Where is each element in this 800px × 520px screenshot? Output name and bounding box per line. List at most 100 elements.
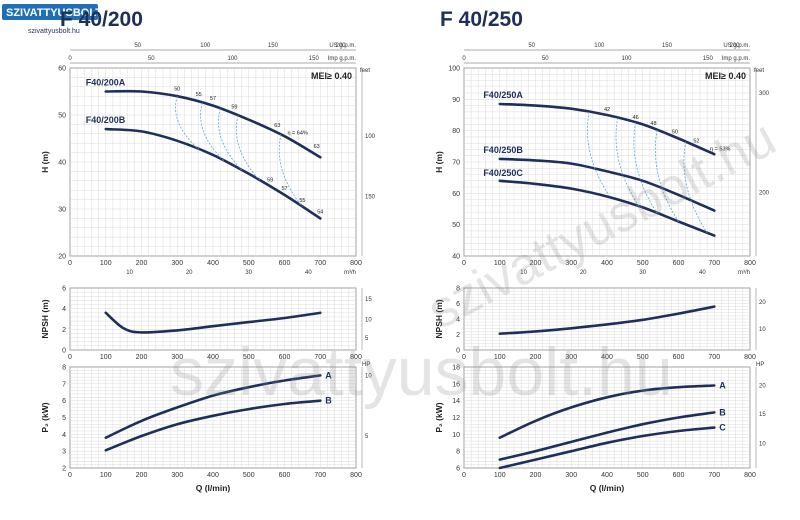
head-ytick-label: 100 [448, 66, 460, 73]
npsh-ytick-label: 8 [456, 286, 460, 293]
head-ytick-label: 80 [452, 128, 460, 135]
m3h-tick-label: 10 [520, 270, 527, 276]
npsh-ytick-label: 4 [62, 306, 66, 313]
head-ytick-label: 90 [452, 97, 460, 104]
efficiency-label: 57 [210, 96, 216, 102]
head-xtick-label: 100 [494, 260, 506, 267]
head-right-tick-label: 150 [365, 194, 376, 200]
power-right-axis-label: HP [362, 362, 370, 368]
efficiency-isoline [615, 117, 640, 207]
npsh-xtick-label: 0 [462, 354, 466, 361]
npsh-xtick-label: 200 [530, 354, 542, 361]
power-series-label: A [325, 370, 332, 380]
us-gpm-tick-label: 150 [662, 43, 673, 49]
power-series-line [498, 384, 716, 439]
efficiency-label: 57 [281, 186, 287, 192]
efficiency-label: 50 [672, 129, 678, 135]
power-xtick-label: 300 [565, 472, 577, 479]
npsh-right-tick-label: 20 [759, 300, 766, 306]
power-ytick-label: 6 [456, 466, 460, 473]
imp-gpm-axis-label: Imp g.p.m. [722, 56, 751, 62]
head-xtick-label: 300 [171, 260, 183, 267]
m3h-tick-label: 20 [580, 270, 587, 276]
power-ytick-label: 4 [62, 432, 66, 439]
head-xtick-label: 500 [243, 260, 255, 267]
power-right-tick-label: 15 [759, 412, 766, 418]
efficiency-isoline [235, 115, 260, 181]
head-series-label: F40/200B [86, 115, 126, 125]
npsh-xtick-label: 500 [243, 354, 255, 361]
npsh-xtick-label: 600 [279, 354, 291, 361]
power-ytick-label: 6 [62, 398, 66, 405]
head-ytick-label: 30 [58, 207, 66, 214]
efficiency-label: 55 [299, 198, 305, 204]
npsh-ylabel: NPSH (m) [434, 299, 444, 338]
power-xtick-label: 800 [744, 472, 756, 479]
power-xtick-label: 200 [530, 472, 542, 479]
efficiency-label: 59 [267, 178, 273, 184]
us-gpm-axis-label: US g.p.m. [723, 43, 750, 49]
npsh-ytick-label: 6 [62, 286, 66, 293]
power-ytick-label: 3 [62, 449, 66, 456]
efficiency-isolines: 50 55 57 59 63 η = 64% 63 59 57 55 54 [174, 87, 323, 216]
npsh-grid [463, 287, 751, 351]
npsh-xtick-label: 100 [100, 354, 112, 361]
power-series-line [104, 374, 322, 439]
power-xtick-label: 300 [171, 472, 183, 479]
npsh-right-tick-label: 15 [365, 297, 372, 303]
npsh-xtick-label: 500 [637, 354, 649, 361]
head-xtick-label: 300 [565, 260, 577, 267]
efficiency-isoline [200, 102, 225, 161]
power-xtick-label: 700 [708, 472, 720, 479]
power-xtick-label: 400 [601, 472, 613, 479]
power-ytick-label: 12 [452, 415, 460, 422]
power-xtick-label: 800 [350, 472, 362, 479]
power-series-line [498, 426, 716, 470]
power-xtick-label: 0 [462, 472, 466, 479]
efficiency-isoline [683, 141, 708, 234]
efficiency-label: 59 [231, 104, 237, 110]
npsh-ytick-label: 4 [456, 317, 460, 324]
head-panel: 40 50 60 70 80 90 100 H (m) 200 300 feet 0 100 200 300… [434, 66, 770, 268]
efficiency-label: 63 [314, 144, 320, 150]
head-xtick-label: 200 [136, 260, 148, 267]
mei-label: MEI≥ 0.40 [311, 71, 352, 81]
imp-gpm-tick-label: 150 [309, 56, 320, 62]
npsh-xtick-label: 800 [744, 354, 756, 361]
power-xtick-label: 100 [100, 472, 112, 479]
power-ytick-label: 7 [62, 381, 66, 388]
brand-subtext: szivattyusbolt.hu [28, 28, 80, 35]
npsh-xtick-label: 400 [207, 354, 219, 361]
head-ytick-label: 40 [58, 160, 66, 167]
efficiency-isoline [278, 134, 303, 207]
power-panel: 2 3 4 5 6 7 8 P₂ (kW) 5 10 HP 0 100 200 300 400 500 600 70… [40, 362, 372, 479]
npsh-series-line [104, 311, 322, 334]
imp-gpm-tick-label: 100 [228, 56, 239, 62]
efficiency-label: 52 [693, 139, 699, 145]
head-right-tick-label: 200 [759, 191, 770, 197]
npsh-ytick-label: 2 [456, 332, 460, 339]
efficiency-isoline [218, 108, 242, 171]
efficiency-label: 42 [604, 107, 610, 113]
npsh-xtick-label: 200 [136, 354, 148, 361]
power-ytick-label: 2 [62, 466, 66, 473]
head-series-label: F40/250B [483, 145, 523, 155]
brand-badge-text: SZIVATTYUSBOLT.HU [6, 7, 120, 19]
m3h-tick-label: 30 [245, 270, 252, 276]
chart-title: F 40/200 [60, 8, 143, 31]
npsh-ytick-label: 0 [62, 348, 66, 355]
npsh-xtick-label: 400 [601, 354, 613, 361]
power-xtick-label: 700 [314, 472, 326, 479]
head-xtick-label: 700 [708, 260, 720, 267]
head-ytick-label: 70 [452, 160, 460, 167]
power-xtick-label: 600 [673, 472, 685, 479]
efficiency-isoline [654, 129, 679, 222]
npsh-ylabel: NPSH (m) [40, 299, 50, 338]
imp-gpm-tick-label: 150 [703, 56, 714, 62]
power-ylabel: P₂ (kW) [40, 402, 50, 432]
x-axis-label: Q (l/min) [196, 483, 231, 493]
head-xtick-label: 600 [673, 260, 685, 267]
